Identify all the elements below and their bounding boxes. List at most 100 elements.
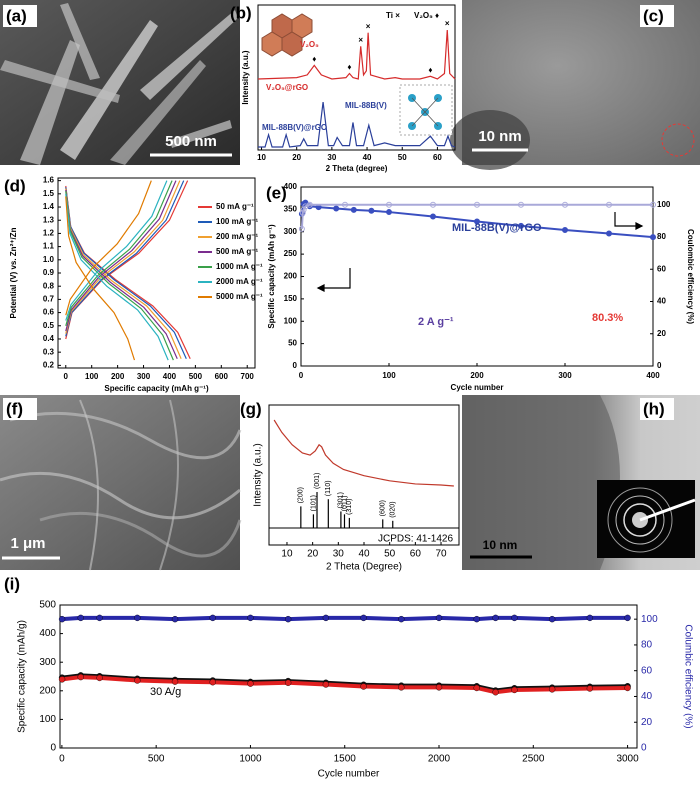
annotation: MIL-88B(V)@rGO xyxy=(452,222,542,234)
data-point xyxy=(606,201,612,208)
x-tick-label: 0 xyxy=(59,754,65,765)
x-tick-label: 400 xyxy=(163,372,177,381)
x-tick-label: 60 xyxy=(433,153,442,162)
data-point xyxy=(492,689,499,696)
hkl-label: (011) xyxy=(341,495,348,511)
data-point xyxy=(209,614,216,622)
y2-tick-label: 100 xyxy=(641,614,658,625)
y-axis-label: Intensity (a.u.) xyxy=(253,443,264,506)
y-tick-label: 1.2 xyxy=(43,229,55,238)
y-tick-label: 0.6 xyxy=(43,308,55,317)
data-point xyxy=(474,218,480,225)
y2-tick-label: 40 xyxy=(641,691,653,702)
x-tick-label: 300 xyxy=(558,371,572,380)
plot-frame xyxy=(59,604,638,749)
legend-label: 50 mA g⁻¹ xyxy=(216,202,254,211)
y-tick-label: 50 xyxy=(288,339,297,348)
data-point xyxy=(511,614,518,622)
data-point xyxy=(586,614,594,622)
x-axis-label: 2 Theta (Degree) xyxy=(326,562,402,573)
x-tick-label: 500 xyxy=(189,372,203,381)
data-point xyxy=(548,615,556,623)
data-point xyxy=(624,684,631,692)
hkl-label: (101) xyxy=(310,495,317,511)
data-point xyxy=(209,679,216,686)
peak-marker: ♦ xyxy=(347,63,351,72)
data-point xyxy=(473,615,480,623)
y-tick-label: 0 xyxy=(50,743,56,754)
data-point xyxy=(322,614,330,622)
y-tick-label: 100 xyxy=(39,714,56,725)
legend-label: 5000 mA g⁻¹ xyxy=(216,292,263,301)
panel-label: (c) xyxy=(643,6,664,25)
series-line xyxy=(61,615,628,622)
axis-arrows xyxy=(316,212,644,292)
series-line xyxy=(65,180,173,326)
data-point xyxy=(650,201,656,208)
annotation: 2 A g⁻¹ xyxy=(418,316,454,328)
data-point xyxy=(562,226,568,233)
y-axis-label: Potential (V) vs. Zn²⁺/Zn xyxy=(9,227,18,318)
y2-tick-label: 0 xyxy=(641,743,647,754)
x-tick-label: 300 xyxy=(137,372,151,381)
mof-inset xyxy=(399,84,453,136)
tem-image-h xyxy=(462,395,700,570)
reference-label: JCPDS: 41-1426 xyxy=(378,534,453,545)
data-point xyxy=(360,614,367,622)
plot-frame xyxy=(268,404,460,546)
y-tick-label: 0.4 xyxy=(43,334,55,343)
data-point xyxy=(518,222,524,229)
y-tick-label: 0.2 xyxy=(43,360,55,369)
peak-marker: ♦ xyxy=(428,65,432,74)
panel-label: (b) xyxy=(230,3,252,22)
y-tick-label: 300 xyxy=(284,227,298,236)
y-tick-label: 1.4 xyxy=(43,202,55,211)
x-tick-label: 20 xyxy=(307,549,319,560)
sem-image-a xyxy=(0,0,240,165)
panel-label: (e) xyxy=(266,183,287,202)
x-tick-label: 200 xyxy=(470,371,484,380)
data-point xyxy=(247,614,254,622)
x-tick-label: 1500 xyxy=(334,754,357,765)
data-point xyxy=(474,201,480,208)
legend-label: 1000 mA g⁻¹ xyxy=(216,262,263,271)
x-tick-label: 600 xyxy=(215,372,229,381)
annotation: 80.3% xyxy=(592,312,623,324)
data-point xyxy=(386,209,392,216)
data-point xyxy=(77,673,84,681)
panel-label: (d) xyxy=(4,176,26,195)
hkl-label: (200) xyxy=(298,487,305,503)
y-tick-label: 0.5 xyxy=(43,321,55,330)
data-point xyxy=(398,684,405,691)
plot-frame xyxy=(257,4,456,151)
sem-image-f xyxy=(0,395,242,571)
data-point xyxy=(171,615,179,623)
annotation: 30 A/g xyxy=(150,686,181,698)
x-tick-label: 100 xyxy=(382,371,396,380)
scale-bar-label: 500 nm xyxy=(165,133,217,150)
data-point xyxy=(284,679,292,686)
data-point xyxy=(96,614,103,622)
panel-label: (f) xyxy=(6,399,23,418)
legend-label: 100 mA g⁻¹ xyxy=(216,217,258,226)
series-line xyxy=(65,180,152,316)
hkl-label: (600) xyxy=(380,500,387,516)
data-point xyxy=(492,614,499,622)
series-line xyxy=(65,180,177,332)
x-tick-label: 700 xyxy=(241,372,255,381)
y-tick-label: 0.7 xyxy=(43,294,55,303)
data-point xyxy=(368,207,375,214)
data-point xyxy=(77,614,84,622)
data-point xyxy=(134,614,141,622)
x-tick-label: 60 xyxy=(410,549,422,560)
peak-marker: × xyxy=(358,35,363,44)
y-tick-label: 400 xyxy=(39,628,56,639)
series-line xyxy=(65,180,168,321)
series-line xyxy=(65,185,191,360)
x-tick-label: 100 xyxy=(85,372,99,381)
data-point xyxy=(398,615,405,623)
y-tick-label: 1.1 xyxy=(43,242,55,251)
legend-label: 200 mA g⁻¹ xyxy=(216,232,258,241)
series-line xyxy=(65,187,187,360)
